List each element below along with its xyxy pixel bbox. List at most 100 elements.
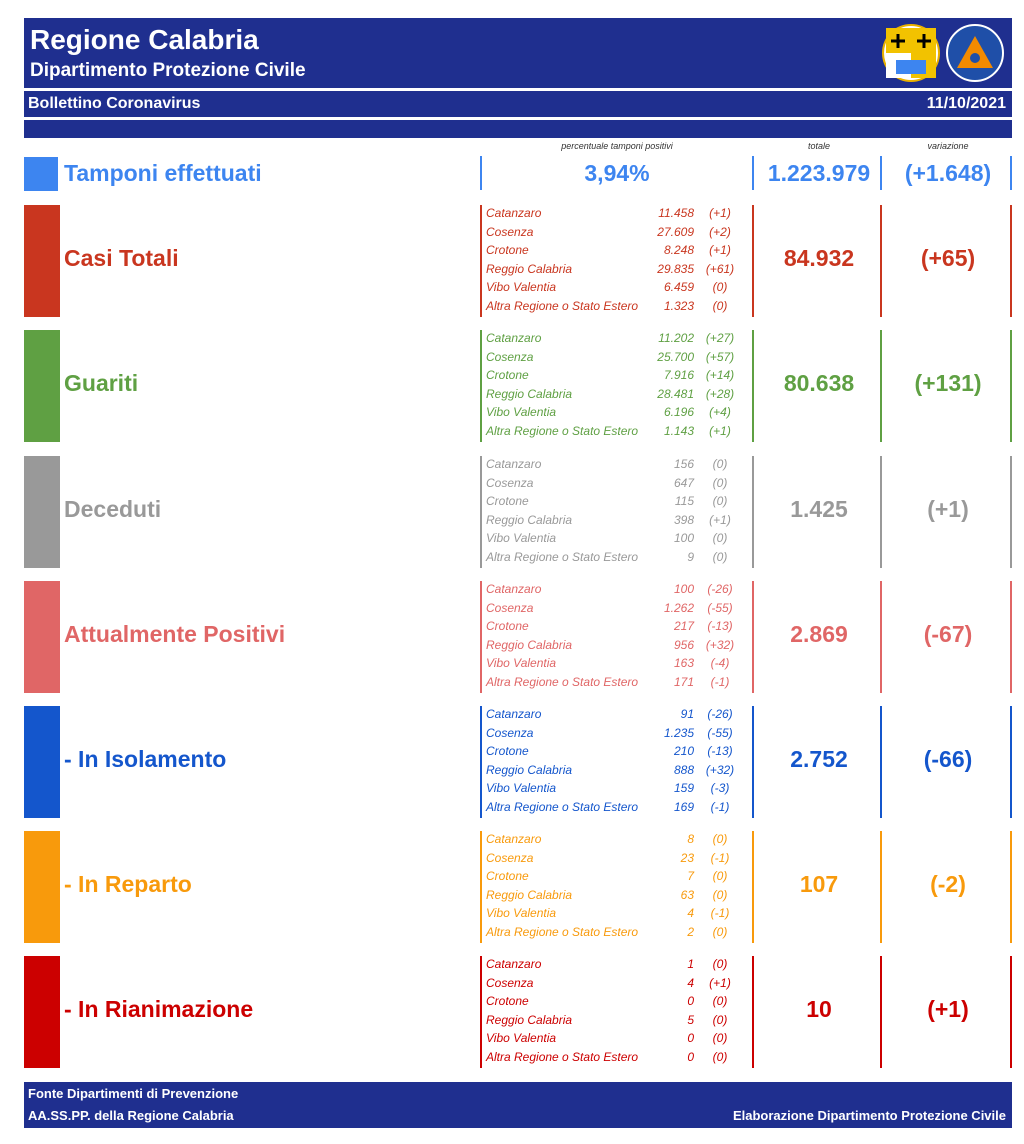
divider: [752, 831, 754, 943]
tamponi-color-swatch: [24, 157, 58, 191]
province-delta: (+2): [709, 224, 731, 239]
province-value: 156: [673, 457, 694, 471]
list-item: Catanzaro 156 (0): [484, 456, 750, 475]
section-breakdown: Catanzaro 1 (0) Cosenza 4 (+1) Crotone 0 (0) Regg…: [484, 956, 750, 1068]
list-item: Crotone 7 (0): [484, 868, 750, 887]
province-delta: (+1): [709, 243, 731, 258]
province-name: Catanzaro: [486, 957, 542, 971]
bulletin-label: Bollettino Coronavirus: [28, 95, 201, 112]
divider: [480, 956, 482, 1068]
section-color-bar: [24, 330, 60, 442]
province-delta: (+1): [709, 975, 731, 990]
province-name: Reggio Calabria: [486, 637, 573, 652]
section-breakdown: Catanzaro 11.458 (+1) Cosenza 27.609 (+2) Crot…: [484, 205, 750, 317]
tamponi-pct: 3,94%: [584, 160, 650, 186]
province-value: 159: [673, 781, 694, 796]
divider: [880, 156, 882, 190]
divider: [752, 456, 754, 568]
province-value: 25.700: [657, 349, 694, 364]
province-value: 100: [673, 582, 694, 596]
province-delta: (-55): [707, 600, 733, 615]
divider: [752, 956, 754, 1068]
section-5: - In Reparto Catanzaro 8 (0) Cosenza 23 (-1) Cr…: [0, 831, 1024, 943]
province-name: Crotone: [486, 994, 529, 1009]
divider: [480, 706, 482, 818]
province-value: 11.202: [658, 331, 694, 345]
province-value: 647: [673, 475, 694, 490]
section-1: Guariti Catanzaro 11.202 (+27) Cosenza 25.700…: [0, 330, 1024, 442]
divider: [752, 205, 754, 317]
province-delta: (+1): [709, 206, 731, 220]
section-label: Attualmente Positivi: [64, 621, 286, 647]
province-name: Altra Regione o Stato Estero: [486, 549, 639, 564]
province-value: 8: [687, 832, 694, 846]
divider: [752, 706, 754, 818]
section-label: Casi Totali: [64, 245, 179, 271]
province-value: 100: [673, 531, 694, 546]
province-delta: (0): [712, 531, 728, 546]
list-item: Reggio Calabria 28.481 (+28): [484, 386, 750, 405]
province-value: 5: [687, 1012, 694, 1027]
province-delta: (0): [712, 475, 728, 490]
section-label: - In Isolamento: [64, 746, 227, 772]
province-delta: (+28): [705, 386, 735, 401]
province-delta: (0): [712, 457, 728, 471]
province-name: Vibo Valentia: [486, 531, 557, 546]
province-value: 0: [687, 1049, 694, 1064]
list-item: Catanzaro 1 (0): [484, 956, 750, 975]
province-delta: (+1): [709, 512, 731, 527]
province-value: 956: [673, 637, 694, 652]
province-name: Crotone: [486, 243, 529, 258]
divider: [1010, 156, 1012, 190]
list-item: Vibo Valentia 100 (0): [484, 530, 750, 549]
list-item: Crotone 8.248 (+1): [484, 242, 750, 261]
province-name: Vibo Valentia: [486, 656, 557, 671]
list-item: Vibo Valentia 6.196 (+4): [484, 404, 750, 423]
divider: [880, 205, 882, 317]
list-item: Altra Regione o Stato Estero 1.323 (0): [484, 298, 750, 317]
province-name: Cosenza: [486, 600, 534, 615]
province-name: Altra Regione o Stato Estero: [486, 298, 639, 313]
col-header-var: variazione: [927, 141, 969, 151]
section-total: 1.425: [790, 496, 848, 522]
province-name: Crotone: [486, 869, 529, 884]
list-item: Reggio Calabria 398 (+1): [484, 512, 750, 531]
province-value: 0: [687, 994, 694, 1009]
section-variation: (+1): [927, 996, 969, 1022]
province-value: 7: [687, 869, 694, 884]
section-color-bar: [24, 205, 60, 317]
province-delta: (-55): [707, 725, 733, 740]
divider: [1010, 205, 1012, 317]
list-item: Vibo Valentia 6.459 (0): [484, 279, 750, 298]
divider: [880, 581, 882, 693]
province-name: Crotone: [486, 744, 529, 759]
regione-calabria-logo-icon: [882, 24, 940, 82]
bulletin-date: 11/10/2021: [926, 95, 1006, 112]
section-4: - In Isolamento Catanzaro 91 (-26) Cosenza 1.…: [0, 706, 1024, 818]
section-breakdown: Catanzaro 91 (-26) Cosenza 1.235 (-55) Crotone…: [484, 706, 750, 818]
footer-source-line1: Fonte Dipartimenti di Prevenzione: [28, 1086, 239, 1101]
spacer-bar: [24, 120, 1012, 138]
divider: [752, 156, 754, 190]
protezione-civile-logo-icon: [946, 24, 1004, 82]
section-breakdown: Catanzaro 156 (0) Cosenza 647 (0) Crotone 115 (0…: [484, 456, 750, 568]
divider: [480, 205, 482, 317]
province-name: Crotone: [486, 619, 529, 634]
province-name: Altra Regione o Stato Estero: [486, 423, 639, 438]
page-title: Regione Calabria: [30, 24, 259, 55]
province-delta: (-4): [710, 656, 730, 671]
province-value: 9: [687, 549, 694, 564]
province-name: Reggio Calabria: [486, 762, 573, 777]
page-subtitle: Dipartimento Protezione Civile: [30, 60, 306, 81]
province-value: 115: [674, 494, 694, 509]
province-name: Catanzaro: [486, 707, 542, 721]
section-variation: (+1): [927, 496, 969, 522]
province-delta: (0): [712, 869, 728, 884]
province-delta: (+32): [705, 637, 735, 652]
section-label: - In Rianimazione: [64, 996, 254, 1022]
province-value: 1.262: [663, 600, 694, 615]
divider: [880, 831, 882, 943]
divider: [880, 956, 882, 1068]
province-name: Cosenza: [486, 475, 534, 490]
province-name: Crotone: [486, 494, 529, 509]
